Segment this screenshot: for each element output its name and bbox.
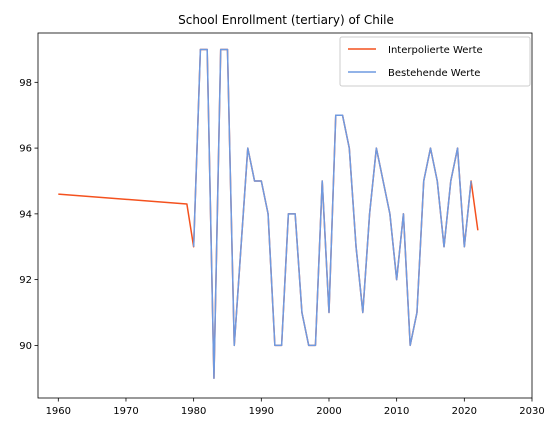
chart-title: School Enrollment (tertiary) of Chile — [178, 13, 394, 27]
legend-label-interpolated: Interpolierte Werte — [388, 45, 483, 56]
y-tick-label: 98 — [19, 78, 32, 89]
x-tick-label: 1990 — [249, 406, 274, 417]
legend-label-existing: Bestehende Werte — [388, 68, 480, 79]
y-tick-label: 92 — [19, 275, 32, 286]
x-tick-label: 1980 — [181, 406, 206, 417]
x-tick-label: 1970 — [113, 406, 138, 417]
series-layer — [58, 48, 479, 380]
x-tick-label: 2020 — [452, 406, 477, 417]
plot-frame — [37, 32, 533, 399]
y-tick-label: 94 — [19, 209, 32, 220]
x-tick-label: 1960 — [46, 406, 71, 417]
series-line-existing — [192, 48, 472, 380]
axes-layer: 1960 1970 1980 1990 2000 2010 2020 2030 90 92 94 96… — [19, 32, 545, 417]
legend: Interpolierte Werte Bestehende Werte — [339, 36, 531, 87]
x-tick-label: 2000 — [316, 406, 341, 417]
x-tick-label: 2010 — [384, 406, 409, 417]
x-tick-label: 2030 — [519, 406, 544, 417]
y-tick-label: 90 — [19, 341, 32, 352]
legend-box — [339, 36, 531, 87]
y-tick-label: 96 — [19, 144, 32, 155]
